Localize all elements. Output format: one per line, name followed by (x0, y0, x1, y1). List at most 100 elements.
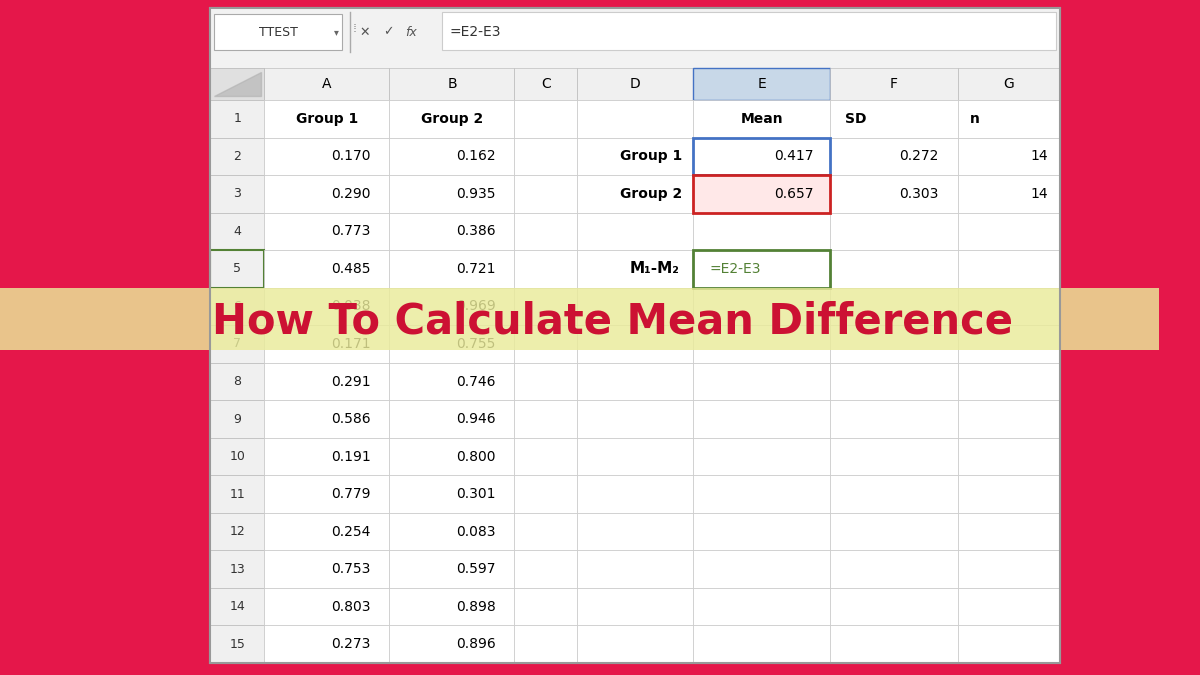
Bar (577, 325, 694, 362)
Bar (210, 513, 264, 550)
Text: 0.485: 0.485 (331, 262, 371, 276)
Bar (577, 288, 694, 325)
Bar (390, 400, 515, 438)
Bar (210, 400, 264, 438)
Bar (264, 438, 390, 475)
Bar (390, 513, 515, 550)
Text: 0.301: 0.301 (456, 487, 496, 501)
Text: 0.803: 0.803 (331, 599, 371, 614)
Text: SD: SD (845, 112, 866, 126)
Bar (830, 438, 958, 475)
Bar (515, 100, 577, 138)
Text: 14: 14 (1030, 187, 1048, 201)
Bar (577, 362, 694, 400)
Bar (390, 626, 515, 663)
Text: 11: 11 (229, 487, 245, 501)
Bar (958, 362, 1060, 400)
Bar (958, 325, 1060, 362)
Bar (694, 400, 830, 438)
Bar (515, 362, 577, 400)
Text: C: C (541, 77, 551, 91)
Text: 10: 10 (229, 450, 245, 463)
Bar (515, 400, 577, 438)
Bar (264, 513, 390, 550)
Bar (210, 288, 264, 325)
Bar (577, 400, 694, 438)
Bar (830, 588, 958, 626)
Text: 7: 7 (234, 338, 241, 350)
Text: 0.083: 0.083 (456, 524, 496, 539)
Bar (958, 138, 1060, 175)
Text: 0.291: 0.291 (331, 375, 371, 389)
Text: 0.753: 0.753 (331, 562, 371, 576)
Bar (515, 250, 577, 288)
Bar (210, 325, 264, 362)
Bar (694, 213, 830, 250)
Text: 14: 14 (1030, 149, 1048, 163)
Bar (577, 68, 694, 100)
Bar (210, 175, 264, 213)
Bar (390, 175, 515, 213)
Text: 1: 1 (234, 112, 241, 126)
Bar (264, 175, 390, 213)
Text: Group 2: Group 2 (421, 112, 484, 126)
Bar (830, 68, 958, 100)
Text: ✓: ✓ (383, 26, 394, 38)
Text: 13: 13 (229, 563, 245, 576)
Bar (830, 100, 958, 138)
Bar (515, 588, 577, 626)
Bar (515, 138, 577, 175)
Text: 0.721: 0.721 (456, 262, 496, 276)
Bar (830, 400, 958, 438)
Bar (958, 513, 1060, 550)
Text: 0.386: 0.386 (456, 224, 496, 238)
Bar (830, 550, 958, 588)
Text: Mean: Mean (740, 112, 782, 126)
Bar (390, 138, 515, 175)
Bar (390, 213, 515, 250)
Bar (958, 438, 1060, 475)
Bar (694, 175, 830, 213)
Text: 0.779: 0.779 (331, 487, 371, 501)
Text: 0.162: 0.162 (456, 149, 496, 163)
Text: 0.586: 0.586 (331, 412, 371, 426)
Bar (390, 100, 515, 138)
Bar (694, 438, 830, 475)
Bar (210, 56, 1060, 68)
Text: 0.896: 0.896 (456, 637, 496, 651)
Bar (390, 588, 515, 626)
Text: 4: 4 (234, 225, 241, 238)
Text: D: D (630, 77, 641, 91)
Bar (264, 475, 390, 513)
Bar (958, 400, 1060, 438)
Text: 0.038: 0.038 (331, 300, 371, 313)
Text: 0.946: 0.946 (456, 412, 496, 426)
Bar (390, 68, 515, 100)
Bar (694, 362, 830, 400)
Bar (830, 362, 958, 400)
Bar (515, 213, 577, 250)
Bar (577, 250, 694, 288)
Text: 9: 9 (234, 412, 241, 425)
Text: ▾: ▾ (334, 27, 338, 37)
Bar (264, 550, 390, 588)
Bar (958, 288, 1060, 325)
Bar (515, 475, 577, 513)
Bar (264, 588, 390, 626)
Text: 6: 6 (234, 300, 241, 313)
Text: TTEST: TTEST (259, 26, 298, 38)
Bar (694, 100, 830, 138)
Bar (210, 138, 264, 175)
Bar (515, 550, 577, 588)
Bar (215, 14, 342, 50)
Text: 0.170: 0.170 (331, 149, 371, 163)
Bar (390, 550, 515, 588)
Text: 0.935: 0.935 (456, 187, 496, 201)
Text: fx: fx (406, 26, 418, 38)
Bar (694, 288, 830, 325)
Bar (210, 438, 264, 475)
Text: M₁-M₂: M₁-M₂ (630, 261, 679, 276)
Bar (694, 138, 830, 175)
Text: Group 2: Group 2 (619, 187, 682, 201)
Bar (264, 362, 390, 400)
